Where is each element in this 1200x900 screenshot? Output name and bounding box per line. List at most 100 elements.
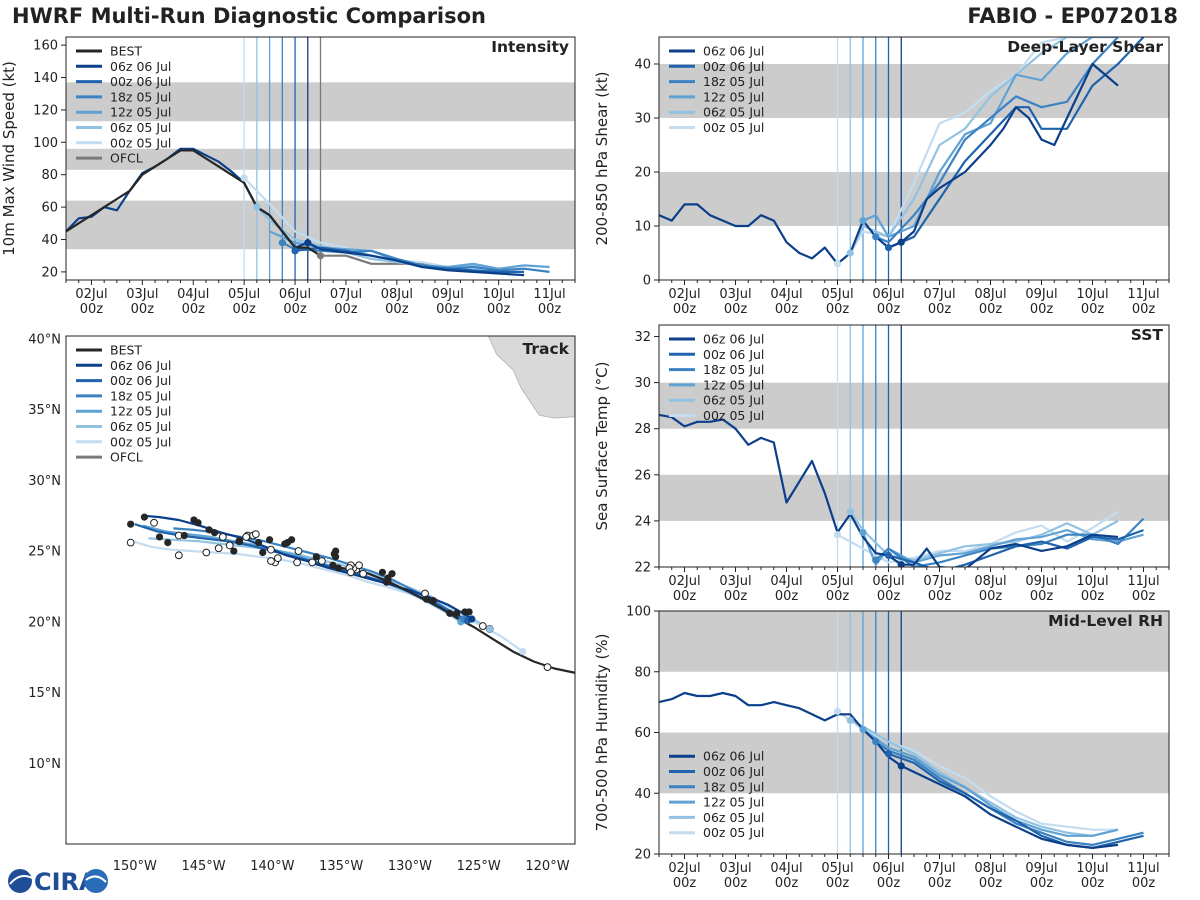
- intensity-series-group: [66, 147, 550, 277]
- sst-init-marker-00z-06-jul: [884, 551, 893, 560]
- shear-xtick-day: 03Jul: [719, 287, 751, 302]
- track-lon-label: 120°W: [525, 859, 569, 874]
- sst-xtick-hour: 00z: [1030, 589, 1054, 604]
- intensity-xtick-day: 06Jul: [279, 287, 311, 302]
- rh-ytick-label: 20: [634, 848, 651, 863]
- sst-ylabel: Sea Surface Temp (°C): [593, 361, 611, 530]
- shear-xtick-hour: 00z: [826, 302, 850, 317]
- legend-label-00z-05-jul: 00z 05 Jul: [703, 120, 764, 135]
- intensity-init-marker-06z-05-jul: [253, 203, 261, 211]
- track-position-open: [218, 533, 227, 541]
- shear-ytick-label: 0: [643, 274, 651, 289]
- shear-series-00z-06-jul: [888, 37, 1145, 249]
- intensity-xtick-day: 02Jul: [75, 287, 107, 302]
- sst-xtick-hour: 00z: [1081, 589, 1105, 604]
- rh-init-marker-06z-06-jul: [897, 762, 905, 770]
- rh-xtick-hour: 00z: [775, 876, 799, 891]
- track-title: Track: [523, 340, 570, 358]
- rh-band-1: [659, 611, 1169, 672]
- shear-init-marker-00z-05-jul: [833, 260, 842, 268]
- figure-title: HWRF Multi-Run Diagnostic Comparison: [12, 4, 487, 28]
- legend-label-06z-05-jul: 06z 05 Jul: [703, 105, 764, 120]
- track-position-open: [308, 558, 317, 567]
- track-position-filled: [384, 577, 392, 585]
- legend-label-06z-06-jul: 06z 06 Jul: [703, 44, 764, 59]
- intensity-xtick-hour: 00z: [385, 302, 409, 317]
- track-position-filled: [446, 609, 454, 617]
- legend-label-06z-05-jul: 06z 05 Jul: [703, 393, 764, 408]
- legend-label-18z-05-jul: 18z 05 Jul: [703, 362, 764, 377]
- track-position-filled: [140, 513, 149, 521]
- intensity-xtick-hour: 00z: [80, 302, 104, 317]
- rh-xtick-day: 03Jul: [719, 861, 751, 876]
- track-map-area: [126, 336, 575, 674]
- rh-init-marker-00z-05-jul: [833, 707, 842, 715]
- shear-xtick-hour: 00z: [928, 302, 952, 317]
- intensity-xtick-day: 03Jul: [126, 287, 158, 302]
- shear-series-00z-05-jul: [836, 37, 1068, 265]
- sst-xtick-day: 08Jul: [974, 574, 1006, 589]
- sst-panel: 22242628303202Jul00z03Jul00z04Jul00z05Ju…: [593, 324, 1170, 604]
- shear-ytick-label: 20: [634, 166, 651, 181]
- track-series-18z-05-jul: [173, 527, 465, 620]
- sst-xtick-day: 07Jul: [923, 574, 955, 589]
- shear-xtick-day: 06Jul: [872, 287, 904, 302]
- intensity-xtick-day: 10Jul: [483, 287, 515, 302]
- rh-xtick-day: 04Jul: [770, 861, 802, 876]
- legend-label-06z-06-jul: 06z 06 Jul: [703, 332, 764, 347]
- rh-ytick-label: 100: [626, 605, 651, 620]
- shear-series-06z-06-jul: [659, 62, 1119, 265]
- sst-xtick-day: 02Jul: [668, 574, 700, 589]
- intensity-ytick-label: 20: [41, 265, 58, 280]
- track-position-open: [202, 548, 211, 557]
- track-position-open: [543, 663, 552, 672]
- rh-title: Mid-Level RH: [1048, 612, 1163, 630]
- rh-ytick-label: 80: [634, 665, 651, 680]
- sst-series-group: [659, 413, 1145, 567]
- rh-xtick-hour: 00z: [724, 876, 748, 891]
- shear-init-marker-18z-05-jul: [872, 233, 880, 241]
- track-position-open: [346, 568, 355, 577]
- track-position-filled: [180, 531, 188, 540]
- intensity-xtick-hour: 00z: [334, 302, 358, 317]
- track-position-open: [150, 518, 158, 527]
- shear-series-06z-05-jul: [849, 37, 1093, 254]
- rh-ytick-label: 40: [634, 787, 651, 802]
- track-lat-label: 30°N: [28, 474, 61, 489]
- legend-label-best: BEST: [110, 44, 142, 59]
- rh-xtick-hour: 00z: [826, 876, 850, 891]
- track-lat-label: 20°N: [28, 615, 61, 630]
- track-position-open: [317, 557, 326, 565]
- sst-init-marker-06z-06-jul: [897, 561, 905, 567]
- track-position-filled: [334, 564, 342, 572]
- rh-init-marker-00z-06-jul: [884, 750, 893, 758]
- rh-xtick-day: 06Jul: [872, 861, 904, 876]
- intensity-xtick-hour: 00z: [487, 302, 511, 317]
- sst-xtick-day: 03Jul: [719, 574, 751, 589]
- intensity-ytick-label: 60: [41, 201, 58, 216]
- intensity-ytick-label: 120: [33, 103, 58, 118]
- intensity-xtick-day: 11Jul: [533, 287, 565, 302]
- sst-series-06z-06-jul: [659, 413, 1119, 567]
- track-lon-label: 130°W: [388, 859, 432, 874]
- shear-xtick-day: 08Jul: [974, 287, 1006, 302]
- sst-xtick-hour: 00z: [1132, 589, 1156, 604]
- intensity-init-marker-18z-05-jul: [278, 239, 286, 247]
- intensity-init-marker-00z-06-jul: [291, 247, 299, 255]
- legend-label-18z-05-jul: 18z 05 Jul: [110, 89, 171, 104]
- legend-label-06z-05-jul: 06z 05 Jul: [703, 810, 764, 825]
- sst-init-marker-18z-05-jul: [872, 556, 880, 564]
- sst-xtick-day: 10Jul: [1076, 574, 1108, 589]
- track-lon-label: 125°W: [457, 859, 501, 874]
- shear-series-18z-05-jul: [875, 37, 1119, 244]
- track-position-filled: [164, 538, 172, 547]
- track-position-open: [225, 541, 234, 550]
- legend-label-06z-05-jul: 06z 05 Jul: [110, 419, 171, 434]
- shear-series-group: [659, 37, 1145, 268]
- shear-init-marker-06z-06-jul: [897, 238, 905, 246]
- track-lon-label: 140°W: [250, 859, 294, 874]
- track-lon-label: 150°W: [113, 859, 157, 874]
- sst-xtick-day: 05Jul: [821, 574, 853, 589]
- intensity-series-18z-05-jul: [281, 241, 550, 273]
- legend-label-00z-06-jul: 00z 06 Jul: [110, 373, 171, 388]
